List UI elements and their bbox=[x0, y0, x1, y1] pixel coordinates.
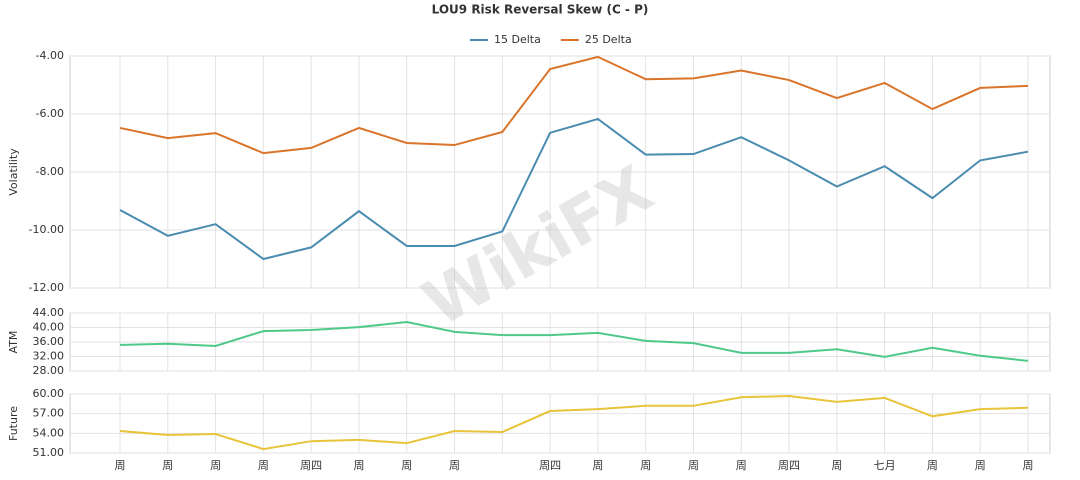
x-tick-label: 周四 bbox=[300, 459, 322, 472]
x-tick-label: 周 bbox=[162, 459, 173, 472]
chart-title: LOU9 Risk Reversal Skew (C - P) bbox=[432, 3, 649, 17]
x-tick-label: 周 bbox=[688, 459, 699, 472]
y-tick-label: 60.00 bbox=[33, 387, 65, 400]
y-tick-label: 36.00 bbox=[33, 335, 65, 348]
x-tick-label: 周 bbox=[210, 459, 221, 472]
y-tick-label: 51.00 bbox=[33, 446, 65, 459]
y-tick-label: 44.00 bbox=[33, 306, 65, 319]
x-tick-label: 周四 bbox=[539, 459, 561, 472]
y-axis-label: Volatility bbox=[7, 148, 20, 196]
y-tick-label: -4.00 bbox=[36, 49, 64, 62]
y-tick-label: -12.00 bbox=[29, 281, 64, 294]
x-tick-label: 周 bbox=[592, 459, 603, 472]
legend-label: 15 Delta bbox=[494, 33, 541, 46]
plot-area bbox=[69, 393, 1051, 454]
series-line bbox=[119, 321, 1029, 362]
x-tick-label: 周 bbox=[975, 459, 986, 472]
x-tick-label: 周 bbox=[401, 459, 412, 472]
x-tick-label: 周 bbox=[449, 459, 460, 472]
y-tick-label: -10.00 bbox=[29, 223, 64, 236]
series-line bbox=[119, 117, 1029, 261]
x-tick-label: 周 bbox=[640, 459, 651, 472]
y-tick-label: -6.00 bbox=[36, 107, 64, 120]
x-tick-label: 周 bbox=[115, 459, 126, 472]
x-tick-label: 周四 bbox=[778, 459, 800, 472]
x-tick-label: 周 bbox=[258, 459, 269, 472]
y-tick-label: 32.00 bbox=[33, 350, 65, 363]
x-tick-label: 周 bbox=[927, 459, 938, 472]
y-tick-label: -8.00 bbox=[36, 165, 64, 178]
x-tick-label: 周 bbox=[353, 459, 364, 472]
x-tick-label: 周 bbox=[831, 459, 842, 472]
y-tick-label: 57.00 bbox=[33, 407, 65, 420]
y-axis-label: Future bbox=[7, 406, 20, 441]
y-tick-label: 40.00 bbox=[33, 321, 65, 334]
y-tick-label: 54.00 bbox=[33, 426, 65, 439]
x-tick-label: 周 bbox=[736, 459, 747, 472]
legend-label: 25 Delta bbox=[585, 33, 632, 46]
series-line bbox=[119, 55, 1029, 155]
series-line bbox=[119, 394, 1029, 451]
x-tick-label: 七月 bbox=[874, 459, 896, 472]
x-tick-label: 周 bbox=[1023, 459, 1034, 472]
y-axis-label: ATM bbox=[7, 331, 20, 354]
y-tick-label: 28.00 bbox=[33, 364, 65, 377]
